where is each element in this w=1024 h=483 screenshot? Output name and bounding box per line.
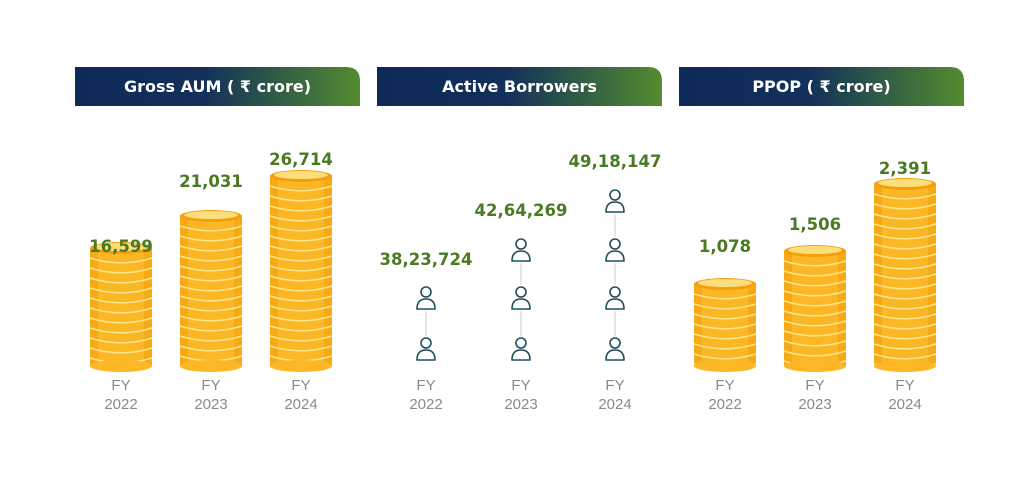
value-label-borrowers-fy2022: 38,23,724 <box>379 250 473 269</box>
year-label-borrowers-fy2022: FY 2022 <box>409 377 443 413</box>
coin-stack-ppop-fy2022 <box>693 278 757 372</box>
year-label-ppop-fy2023: FY 2023 <box>798 377 832 413</box>
header-banner <box>679 67 964 106</box>
coin-stack-ppop-fy2024 <box>873 178 937 372</box>
coin-stack-ppop-fy2023 <box>783 245 847 372</box>
panel-header-ppop: PPOP ( ₹ crore) <box>679 67 964 106</box>
value-label-ppop-fy2024: 2,391 <box>878 159 932 178</box>
year-label-gross-aum-fy2022: FY 2022 <box>104 377 138 413</box>
year-label-borrowers-fy2023: FY 2023 <box>504 377 538 413</box>
value-label-borrowers-fy2023: 42,64,269 <box>474 201 568 220</box>
header-banner <box>377 67 662 106</box>
value-label-ppop-fy2022: 1,078 <box>698 237 752 256</box>
year-label-ppop-fy2022: FY 2022 <box>708 377 742 413</box>
year-label-gross-aum-fy2023: FY 2023 <box>194 377 228 413</box>
panel-title: PPOP ( ₹ crore) <box>752 77 891 96</box>
value-label-borrowers-fy2024: 49,18,147 <box>568 152 662 171</box>
value-label-gross-aum-fy2023: 21,031 <box>179 172 243 191</box>
value-label-gross-aum-fy2024: 26,714 <box>269 150 333 169</box>
year-label-ppop-fy2024: FY 2024 <box>888 377 922 413</box>
panel-header-active-borrowers: Active Borrowers <box>377 67 662 106</box>
year-label-borrowers-fy2024: FY 2024 <box>598 377 632 413</box>
panel-header-gross-aum: Gross AUM ( ₹ crore) <box>75 67 360 106</box>
coin-stack-gross-aum-fy2024 <box>269 170 333 372</box>
panel-title: Active Borrowers <box>442 77 597 96</box>
header-banner <box>75 67 360 106</box>
coin-stack-gross-aum-fy2022 <box>89 242 153 372</box>
borrower-icon-stack-fy2022 <box>415 285 437 362</box>
year-label-gross-aum-fy2024: FY 2024 <box>284 377 318 413</box>
value-label-gross-aum-fy2022: 16,599 <box>89 237 153 256</box>
coin-stack-gross-aum-fy2023 <box>179 210 243 372</box>
borrower-icon-stack-fy2023 <box>510 237 532 362</box>
panel-title: Gross AUM ( ₹ crore) <box>123 77 311 96</box>
value-label-ppop-fy2023: 1,506 <box>788 215 842 234</box>
borrower-icon-stack-fy2024 <box>604 188 626 362</box>
